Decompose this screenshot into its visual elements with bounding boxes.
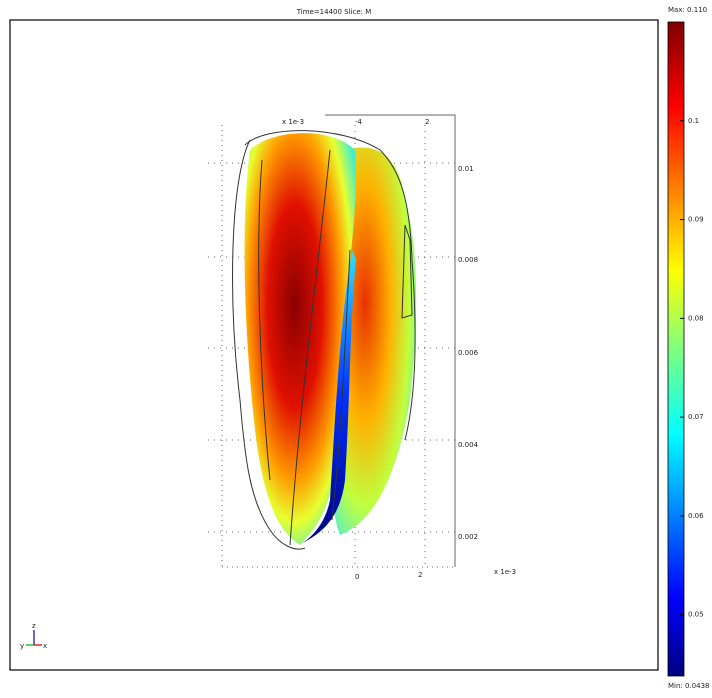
colorbar-min: Min: 0.0438 <box>668 682 710 690</box>
geometry-outline <box>232 130 416 550</box>
box-label: 2 <box>425 118 429 126</box>
box-label: 0.008 <box>458 256 478 264</box>
box-label: 0.006 <box>458 349 479 357</box>
box-label: 0.004 <box>458 441 479 449</box>
colorbar-tick-label: 0.07 <box>688 413 704 421</box>
box-label: -4 <box>355 118 363 126</box>
colorbar-tick-label: 0.1 <box>688 117 699 125</box>
plot-title: Time=14400 Slice: M <box>296 8 372 16</box>
colorbar-tick-label: 0.05 <box>688 611 704 619</box>
box-label: x 1e-3 <box>282 118 304 126</box>
axis-triad <box>26 630 42 646</box>
box-label: 2 <box>418 571 422 579</box>
box-label: 0.002 <box>458 533 478 541</box>
colorbar-tick-label: 0.06 <box>688 512 704 520</box>
triad-label: y <box>20 642 24 650</box>
colorbar-tick-label: 0.08 <box>688 314 704 322</box>
colorbar-tick-label: 0.09 <box>688 216 704 224</box>
solution-surface <box>244 133 417 545</box>
box-label: 0 <box>355 573 359 581</box>
axis-box <box>208 114 456 568</box>
triad-label: z <box>32 622 36 630</box>
box-label: x 1e-3 <box>494 568 516 576</box>
colorbar <box>667 21 685 677</box>
triad-label: x <box>43 642 47 650</box>
colorbar-max: Max: 0.110 <box>668 6 707 14</box>
box-label: 0.01 <box>458 165 474 173</box>
